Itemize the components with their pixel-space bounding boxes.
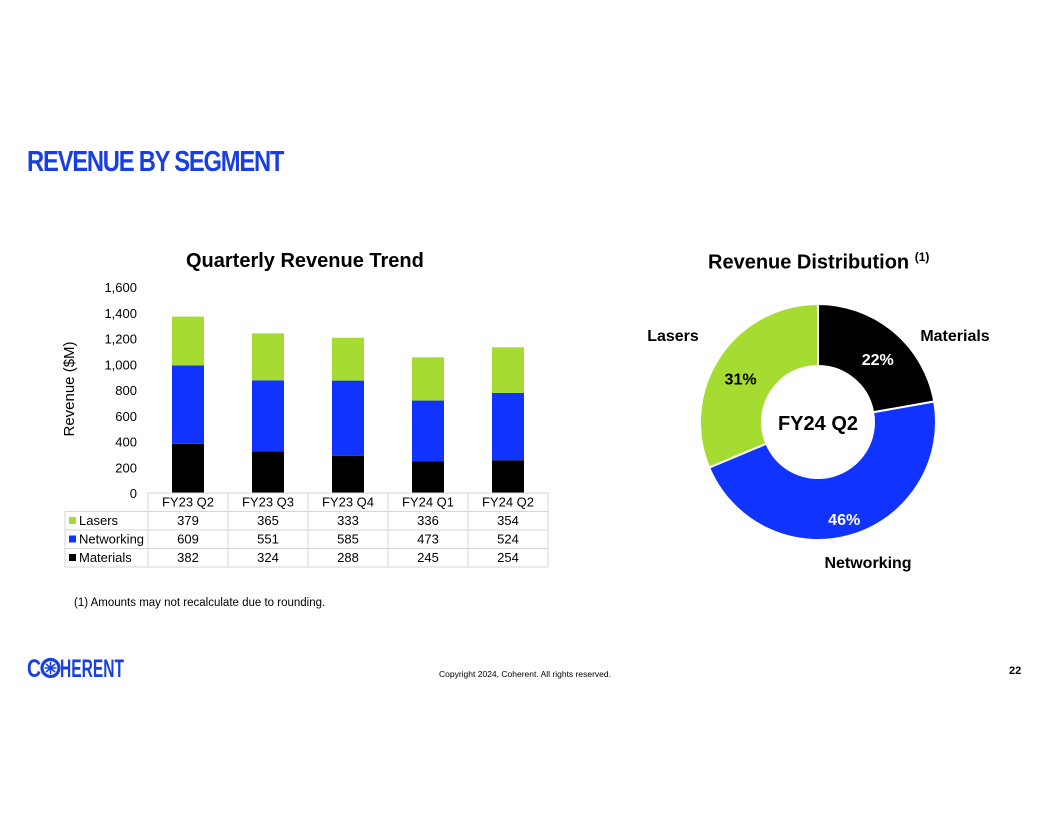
bar-segment-networking bbox=[492, 392, 524, 461]
donut-percent-label: 31% bbox=[725, 371, 757, 388]
table-cell-value: 551 bbox=[257, 532, 279, 547]
table-cell-value: 609 bbox=[177, 532, 199, 547]
donut-percent-label: 46% bbox=[828, 512, 860, 529]
bar-segment-lasers bbox=[492, 347, 524, 393]
table-cell-value: 365 bbox=[257, 513, 279, 528]
legend-swatch-lasers bbox=[69, 517, 76, 524]
table-cell-value: 333 bbox=[337, 513, 359, 528]
donut-center-label: FY24 Q2 bbox=[778, 413, 858, 435]
table-cell-value: 524 bbox=[497, 532, 519, 547]
table-cell-value: 288 bbox=[337, 550, 359, 565]
bar-chart: Revenue ($M) 0 200 400 600 800 1,000 1,200 1,40… bbox=[61, 280, 549, 568]
table-cell-value: 336 bbox=[417, 513, 439, 528]
legend-swatch-networking bbox=[69, 535, 76, 543]
bar-segment-lasers bbox=[332, 337, 364, 381]
donut-chart-title-text: Revenue Distribution bbox=[708, 251, 910, 274]
donut-chart-title: Revenue Distribution (1) bbox=[708, 250, 929, 275]
table-cell-value: 585 bbox=[337, 532, 359, 547]
y-tick-label: 1,600 bbox=[104, 280, 137, 295]
coherent-logo-mark: C HERENT bbox=[27, 655, 124, 681]
donut-percent-label: 22% bbox=[862, 352, 894, 369]
y-tick-label: 1,400 bbox=[104, 306, 137, 321]
donut-title-footnote-ref: (1) bbox=[914, 250, 930, 264]
y-axis-label: Revenue ($M) bbox=[61, 341, 78, 436]
copyright: Copyright 2024, Coherent. All rights res… bbox=[439, 669, 611, 679]
y-tick-label: 200 bbox=[115, 460, 137, 475]
coherent-logo: C HERENT bbox=[27, 655, 127, 681]
donut-slice-networking bbox=[707, 400, 937, 541]
bar-segment-materials bbox=[332, 455, 364, 493]
legend-label: Networking bbox=[79, 532, 144, 547]
table-cell-value: 324 bbox=[257, 550, 279, 565]
footnote: (1) Amounts may not recalculate due to r… bbox=[74, 597, 326, 609]
bar-chart-title: Quarterly Revenue Trend bbox=[186, 250, 424, 272]
table-cell-value: 379 bbox=[177, 513, 199, 528]
y-tick-label: 1,000 bbox=[104, 357, 137, 372]
bar-segment-networking bbox=[172, 365, 204, 444]
donut-slice-materials bbox=[817, 302, 936, 414]
bar-segment-lasers bbox=[412, 357, 444, 401]
bar-segment-materials bbox=[492, 460, 524, 493]
svg-text:C: C bbox=[27, 655, 41, 681]
legend-label: Materials bbox=[79, 550, 132, 565]
page-number: 22 bbox=[1009, 665, 1022, 677]
x-tick-label: FY23 Q4 bbox=[322, 495, 374, 510]
table-cell-value: 473 bbox=[417, 532, 439, 547]
y-tick-label: 1,200 bbox=[104, 332, 137, 347]
x-tick-label: FY24 Q2 bbox=[482, 495, 534, 510]
bar-segment-materials bbox=[172, 443, 204, 493]
bar-segment-materials bbox=[252, 451, 284, 493]
table-cell-value: 382 bbox=[177, 550, 199, 565]
table-cell-value: 354 bbox=[497, 513, 519, 528]
donut-chart: 22% 46% 31% Materials Networking Lasers FY24 … bbox=[647, 302, 990, 572]
table-cell-value: 245 bbox=[417, 550, 439, 565]
y-tick-label: 800 bbox=[115, 383, 137, 398]
donut-category-label: Lasers bbox=[647, 328, 699, 345]
x-tick-label: FY23 Q2 bbox=[162, 495, 214, 510]
bar-segment-materials bbox=[412, 461, 444, 493]
slide-title: REVENUE BY SEGMENT bbox=[27, 146, 284, 178]
table-cell-value: 254 bbox=[497, 550, 519, 565]
y-tick-label: 400 bbox=[115, 435, 137, 450]
donut-category-label: Networking bbox=[824, 555, 911, 572]
x-tick-label: FY24 Q1 bbox=[402, 495, 454, 510]
donut-slice-lasers bbox=[699, 302, 819, 469]
legend-label: Lasers bbox=[79, 513, 119, 528]
bar-segment-lasers bbox=[172, 316, 204, 366]
legend-swatch-materials bbox=[69, 554, 76, 561]
bar-segment-networking bbox=[412, 400, 444, 462]
bar-segment-lasers bbox=[252, 333, 284, 381]
y-tick-label: 600 bbox=[115, 409, 137, 424]
bar-segment-networking bbox=[252, 380, 284, 452]
x-tick-label: FY23 Q3 bbox=[242, 495, 294, 510]
bar-segment-networking bbox=[332, 380, 364, 456]
svg-text:HERENT: HERENT bbox=[60, 655, 124, 681]
y-tick-label: 0 bbox=[130, 486, 137, 501]
donut-category-label: Materials bbox=[920, 328, 989, 345]
